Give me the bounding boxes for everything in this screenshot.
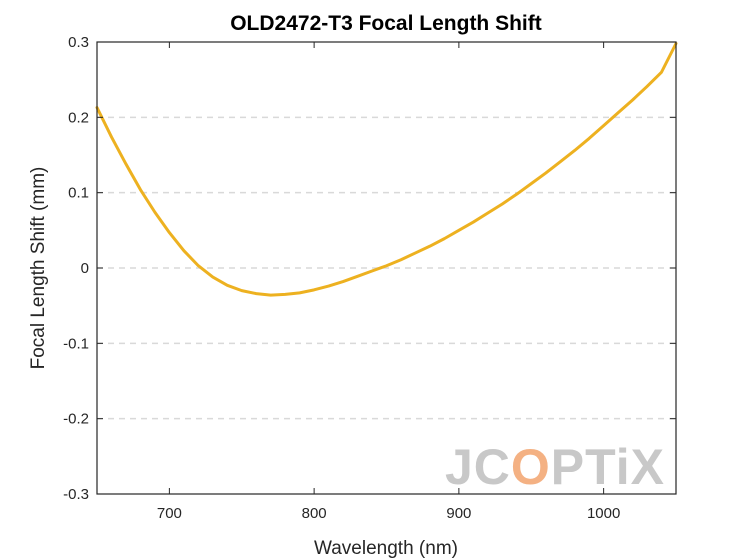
x-tick-label: 700	[157, 505, 182, 522]
y-axis-label: Focal Length Shift (mm)	[28, 167, 49, 370]
y-tick-label: 0.3	[68, 34, 89, 51]
y-tick-label: -0.3	[63, 486, 89, 503]
y-tick-label: 0.2	[68, 109, 89, 126]
watermark-text-2: O	[511, 439, 551, 495]
series-group	[95, 42, 678, 297]
jcoptix-watermark: JCOPTiX	[445, 439, 665, 495]
y-tick-label: -0.1	[63, 335, 89, 352]
grid-lines	[97, 116, 676, 420]
watermark-text-3: PTiX	[551, 439, 665, 495]
series-line	[95, 42, 678, 297]
y-tick-label: -0.2	[63, 411, 89, 428]
watermark-text-1: JC	[445, 439, 511, 495]
y-tick-label: 0	[81, 260, 89, 277]
x-axis-label: Wavelength (nm)	[314, 538, 458, 559]
svg-text:JCOPTiX: JCOPTiX	[445, 439, 665, 495]
x-tick-label: 800	[302, 505, 327, 522]
axis-ticks: 700 800 900 1000 -0.3 -0.2 -0.1 0 0.1 0.2 0.3	[63, 34, 676, 522]
x-tick-label: 900	[446, 505, 471, 522]
chart-title: OLD2472-T3 Focal Length Shift	[230, 12, 542, 35]
x-tick-label: 1000	[587, 505, 620, 522]
y-tick-label: 0.1	[68, 185, 89, 202]
